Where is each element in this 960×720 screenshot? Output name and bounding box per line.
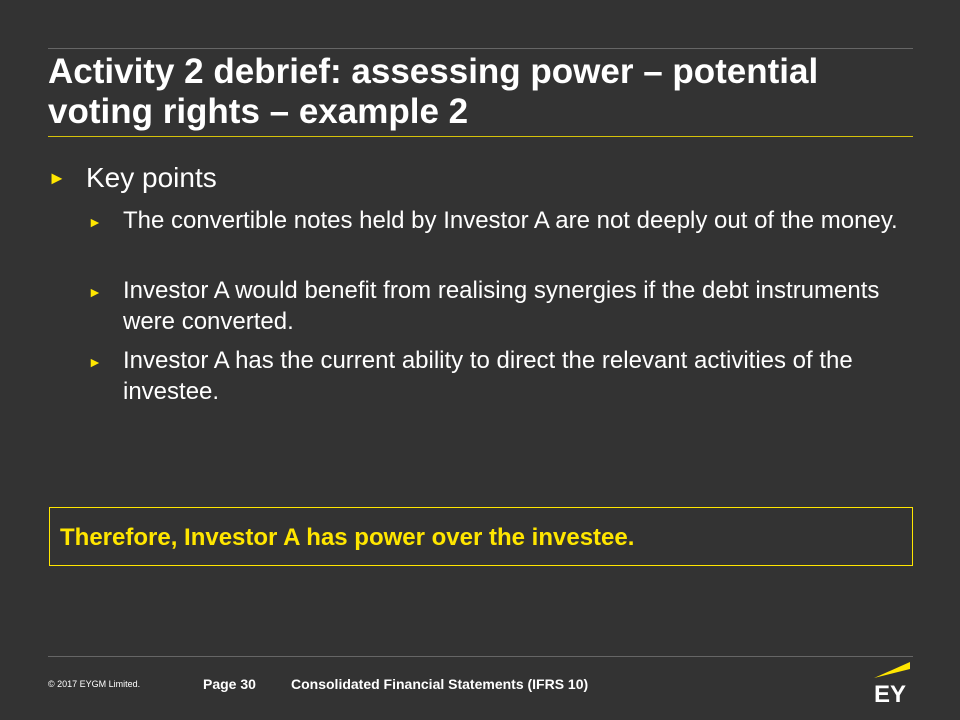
triangle-right-icon: ► [88, 284, 102, 300]
list-item-text: The convertible notes held by Investor A… [123, 207, 898, 234]
top-divider [48, 48, 913, 49]
triangle-right-icon: ► [48, 168, 66, 188]
copyright: © 2017 EYGM Limited. [48, 679, 141, 689]
conclusion-text: Therefore, Investor A has power over the… [60, 524, 635, 551]
key-points-heading: ► Key points [48, 162, 217, 194]
list-item: ► The convertible notes held by Investor … [88, 205, 908, 236]
title-underline [48, 136, 913, 137]
list-item-text: Investor A would benefit from realising … [123, 277, 880, 335]
triangle-right-icon: ► [88, 354, 102, 370]
conclusion-box: Therefore, Investor A has power over the… [49, 507, 913, 566]
triangle-right-icon: ► [88, 214, 102, 230]
ey-logo: EY [874, 662, 910, 704]
heading-text: Key points [86, 162, 217, 193]
list-item-text: Investor A has the current ability to di… [123, 347, 853, 405]
list-item: ► Investor A would benefit from realising… [88, 275, 908, 337]
slide-title: Activity 2 debrief: assessing power – po… [48, 52, 819, 131]
footer-divider [48, 656, 913, 657]
page-number: Page 30 [203, 676, 256, 692]
list-item: ► Investor A has the current ability to d… [88, 345, 908, 407]
svg-text:EY: EY [874, 681, 906, 704]
course-title: Consolidated Financial Statements (IFRS … [291, 676, 589, 692]
